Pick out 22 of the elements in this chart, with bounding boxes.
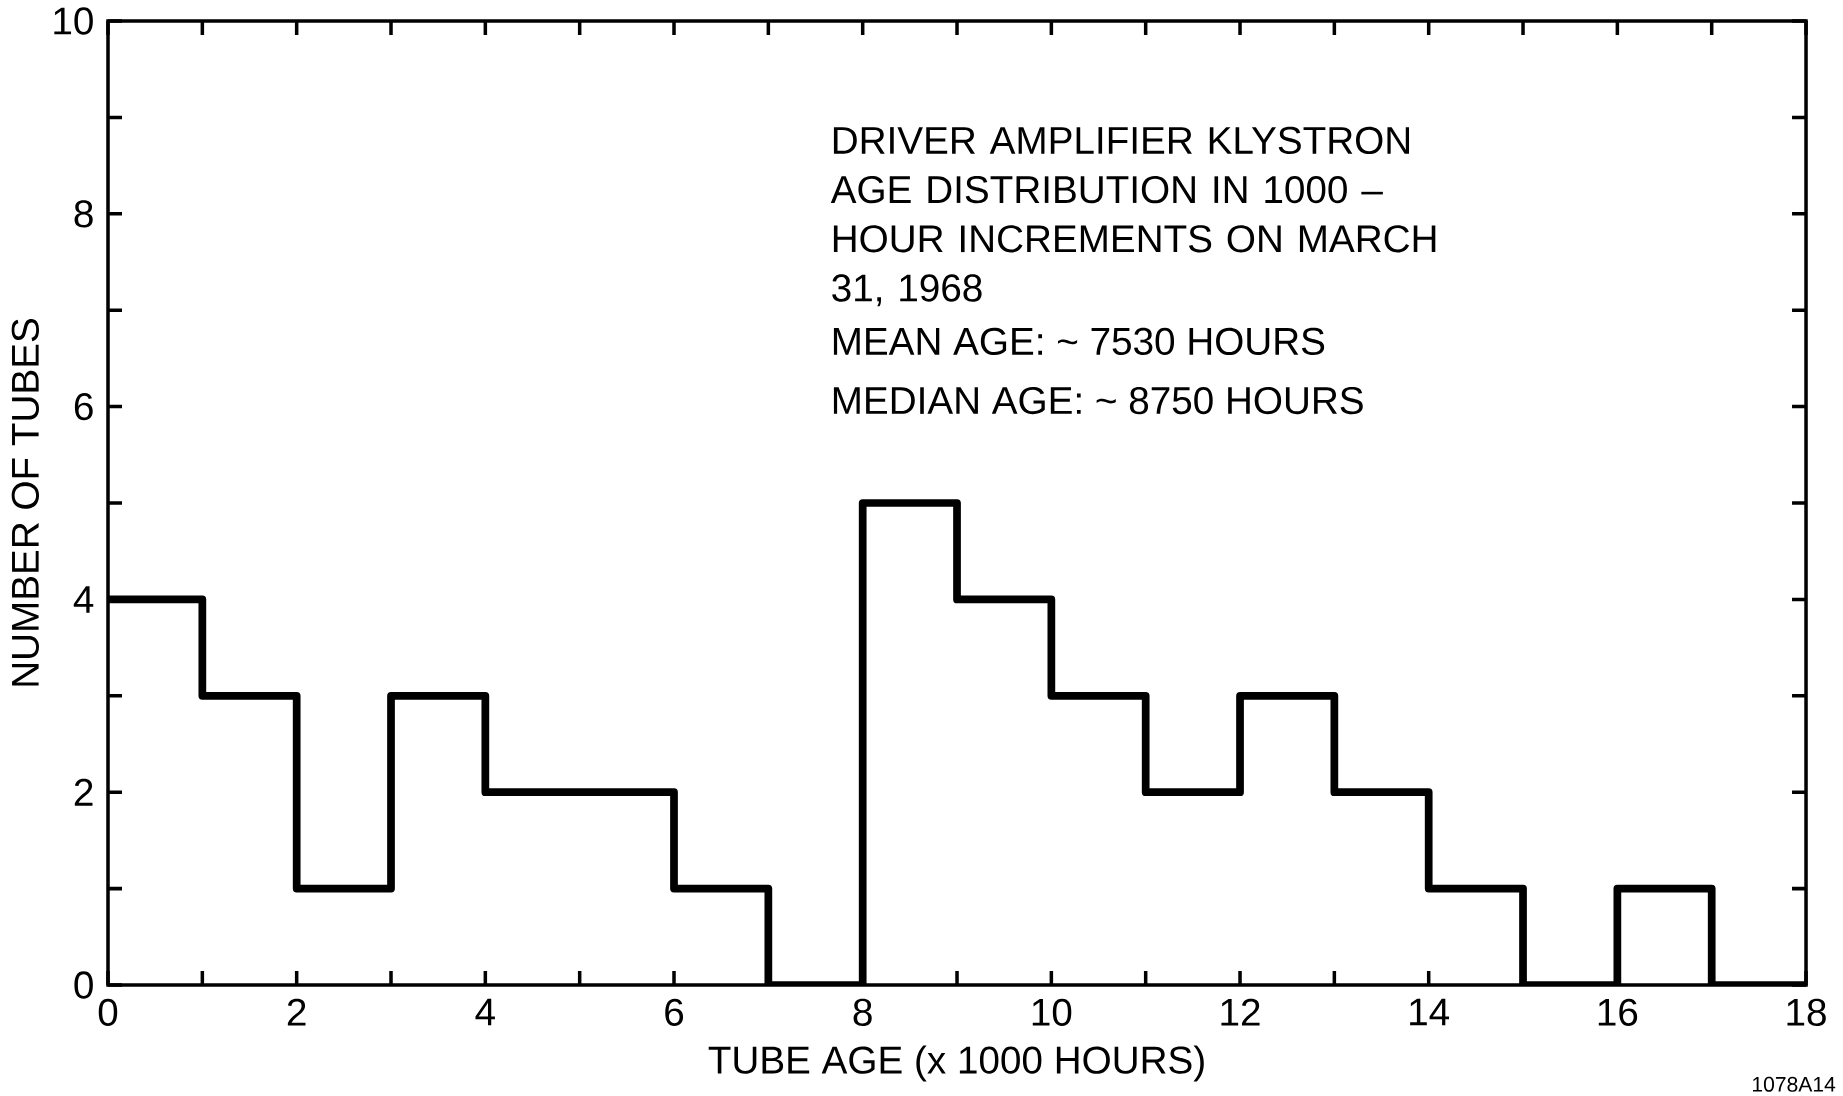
y-tick-label: 6 <box>74 392 93 421</box>
y-tick-label: 2 <box>74 778 93 806</box>
y-tick-label: 4 <box>73 586 94 613</box>
x-tick-label: 14 <box>1410 998 1450 1026</box>
y-axis-title: NUMBER OF TUBES <box>11 319 40 686</box>
y-tick-label: 0 <box>74 971 93 999</box>
x-tick-label: 18 <box>1787 998 1826 1026</box>
y-tick-label: 10 <box>54 7 93 35</box>
x-tick-label: 0 <box>98 998 118 1026</box>
y-tick-label: 8 <box>74 200 93 228</box>
text: DRIVER AMPLIFIER KLYSTRON AGE DISTRIBUTION IN 1000 – HOUR INCREMENTS ON MARCH 31, 1968 <box>830 126 1436 307</box>
x-axis-title: TUBE AGE (x 1000 HOURS) <box>708 1045 1204 1082</box>
x-tick-label: 12 <box>1221 998 1260 1026</box>
annotation: MEDIAN AGE: ~ 8750 HOURS <box>833 386 1363 415</box>
x-tick-label: 6 <box>665 998 684 1026</box>
x-tick-label: 2 <box>287 998 306 1026</box>
x-tick-label: 10 <box>1032 998 1072 1026</box>
text: 1078A14 <box>1752 1076 1836 1092</box>
annotation: MEAN AGE: ~ 7530 HOURS <box>833 327 1325 356</box>
x-tick-label: 16 <box>1598 998 1638 1026</box>
x-tick-label: 4 <box>475 998 495 1026</box>
x-tick-label: 8 <box>853 998 872 1026</box>
